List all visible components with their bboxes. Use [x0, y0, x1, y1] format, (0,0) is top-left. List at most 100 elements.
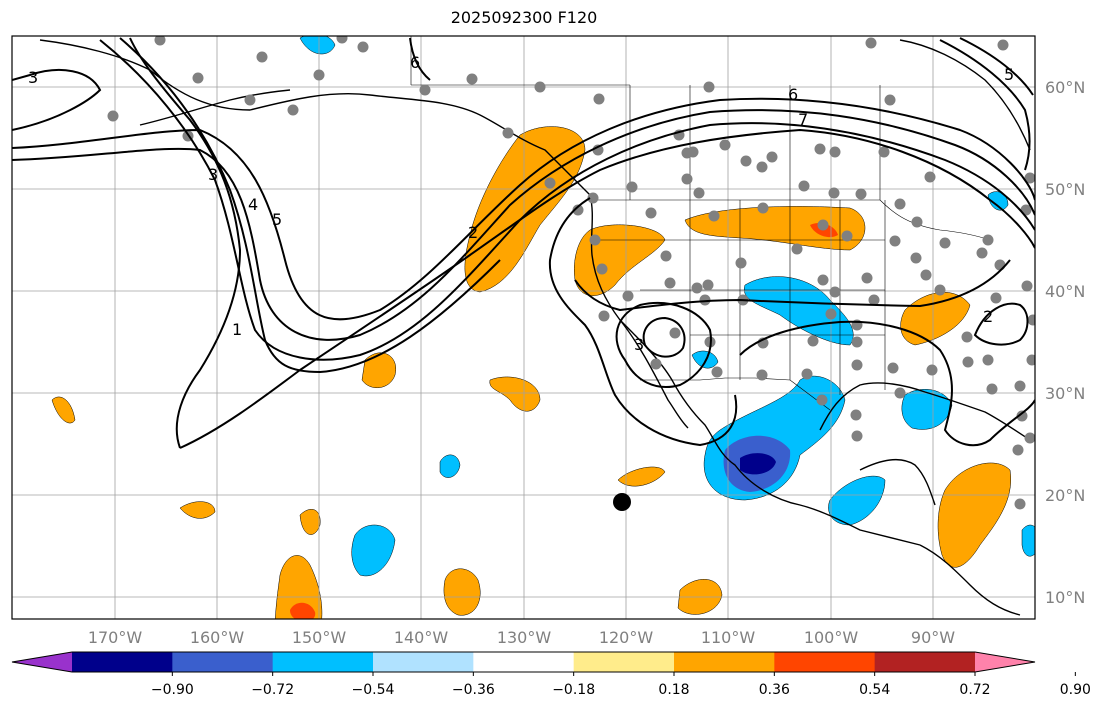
lat-label-20: 20°N [1045, 486, 1085, 505]
contour-label-4: 4 [248, 195, 258, 214]
contour-14 [959, 37, 1034, 96]
colorbar-segment [272, 652, 374, 672]
colorbar-segment [573, 652, 675, 672]
negative-anomaly-gulf [901, 389, 953, 430]
colorbar-segment [72, 652, 173, 672]
contour-label-1: 1 [232, 320, 242, 339]
lon-label-110w: 110°W [701, 628, 756, 647]
lon-label-160w: 160°W [190, 628, 245, 647]
positive-anomaly-central-america [937, 462, 1012, 568]
colorbar-tick-label: 0.90 [1060, 682, 1091, 698]
extreme-negative-mexico [740, 453, 776, 475]
contour-6 [179, 128, 1035, 449]
colorbar-extend-min [12, 652, 72, 672]
contour-7 [129, 37, 242, 449]
positive-anomaly-alaska-pacific [464, 126, 586, 293]
colorbar-tick-label: −0.18 [552, 682, 595, 698]
latitude-labels: 60°N 50°N 40°N 30°N 20°N 10°N [1045, 78, 1085, 607]
negative-anomaly-pacific-3 [299, 36, 336, 55]
map-title: 2025092300 F120 [450, 8, 598, 27]
lat-label-50: 50°N [1045, 180, 1085, 199]
lon-label-140w: 140°W [394, 628, 449, 647]
positive-anomaly-pacific-9 [617, 466, 666, 487]
lat-label-30: 30°N [1045, 384, 1085, 403]
shaded-field [51, 36, 1035, 619]
strong-positive-hawaii [290, 602, 316, 619]
contour-15 [973, 302, 1029, 346]
colorbar-tick-label: 0.36 [759, 682, 790, 698]
storm-marker [613, 493, 631, 511]
map-area: 3 6 3 4 5 1 2 6 7 3 2 5 [12, 36, 1035, 619]
colorbar-segment [874, 652, 976, 672]
colorbar-tick-label: −0.54 [352, 682, 395, 698]
lon-label-100w: 100°W [804, 628, 859, 647]
lon-label-90w: 90°W [911, 628, 955, 647]
contour-5 [119, 37, 501, 374]
contour-label-3a: 3 [28, 68, 38, 87]
contour-13 [939, 39, 1031, 171]
coastline-baja [619, 319, 689, 429]
boundaries [410, 36, 991, 411]
coastline-yucatan [859, 458, 936, 506]
contour-9 [574, 259, 1011, 312]
positive-anomaly-plains [684, 206, 866, 251]
contour-2 [12, 97, 1035, 321]
colorbar-tick-label: −0.36 [452, 682, 495, 698]
negative-anomaly-rockies [744, 276, 854, 346]
negative-anomaly-canada [987, 191, 1009, 211]
negative-anomaly-pacific-1 [351, 524, 396, 577]
negative-anomaly-caribbean [1021, 524, 1035, 557]
contour-label-3b: 3 [208, 165, 218, 184]
contour-8 [548, 197, 738, 447]
colorbar-segment [674, 652, 775, 672]
contour-4 [99, 39, 1035, 361]
colorbar-segment [373, 652, 474, 672]
colorbar-tick-label: −0.90 [151, 682, 194, 698]
positive-anomaly-pacific-3 [51, 396, 76, 424]
height-contours [12, 37, 1035, 449]
positive-anomaly-pacific-7 [443, 568, 481, 616]
contour-label-2b: 2 [983, 307, 993, 326]
contour-10 [615, 301, 712, 388]
positive-anomaly-pacific-4 [179, 501, 216, 519]
colorbar-extend-max [975, 652, 1035, 672]
us-mexico-border [640, 377, 831, 411]
negative-anomaly-baja [691, 350, 719, 369]
colorbar-outline [11, 651, 1036, 673]
lat-label-10: 10°N [1045, 588, 1085, 607]
contour-12 [739, 320, 1035, 447]
colorbar-tick-label: 0.72 [959, 682, 990, 698]
positive-anomaly-pacific-2 [489, 376, 541, 412]
contour-label-7: 7 [798, 110, 808, 129]
contour-label-5a: 5 [272, 210, 282, 229]
colorbar-segment [172, 652, 274, 672]
negative-anomaly-yucatan [828, 475, 886, 526]
colorbar: −0.90 −0.72 −0.54 −0.36 −0.18 0.18 0.36 0.54 0.7… [11, 651, 1091, 698]
longitude-labels: 170°W 160°W 150°W 140°W 130°W 120°W 110°… [88, 628, 955, 647]
contour-label-group: 3 6 3 4 5 1 2 6 7 3 2 5 [28, 53, 1014, 354]
positive-anomaly-pacific-6 [275, 555, 323, 619]
coastline-canada-east [899, 39, 1031, 151]
stations [107, 36, 1035, 510]
colorbar-tick-label: −0.72 [251, 682, 294, 698]
coastline-aleutians [139, 89, 291, 126]
colorbar-segment [473, 652, 575, 672]
lon-label-130w: 130°W [497, 628, 552, 647]
contour-1 [12, 69, 102, 131]
graticule [12, 36, 1035, 619]
positive-anomaly-pacific-5 [299, 509, 321, 535]
lat-label-40: 40°N [1045, 282, 1085, 301]
contour-label-2a: 2 [468, 223, 478, 242]
coastline-west-coast [589, 194, 921, 546]
lon-label-150w: 150°W [292, 628, 347, 647]
coastline-central-america [919, 544, 1021, 616]
negative-anomaly-pacific-2 [439, 454, 461, 478]
positive-anomaly-pacific-1 [361, 352, 397, 388]
contour-label-5b: 5 [1004, 65, 1014, 84]
coastline-gulf-of-mexico [819, 382, 1031, 441]
lat-label-60: 60°N [1045, 78, 1085, 97]
colorbar-tick-label: 0.18 [658, 682, 689, 698]
map-frame [11, 35, 1036, 620]
contour-16 [409, 37, 431, 81]
